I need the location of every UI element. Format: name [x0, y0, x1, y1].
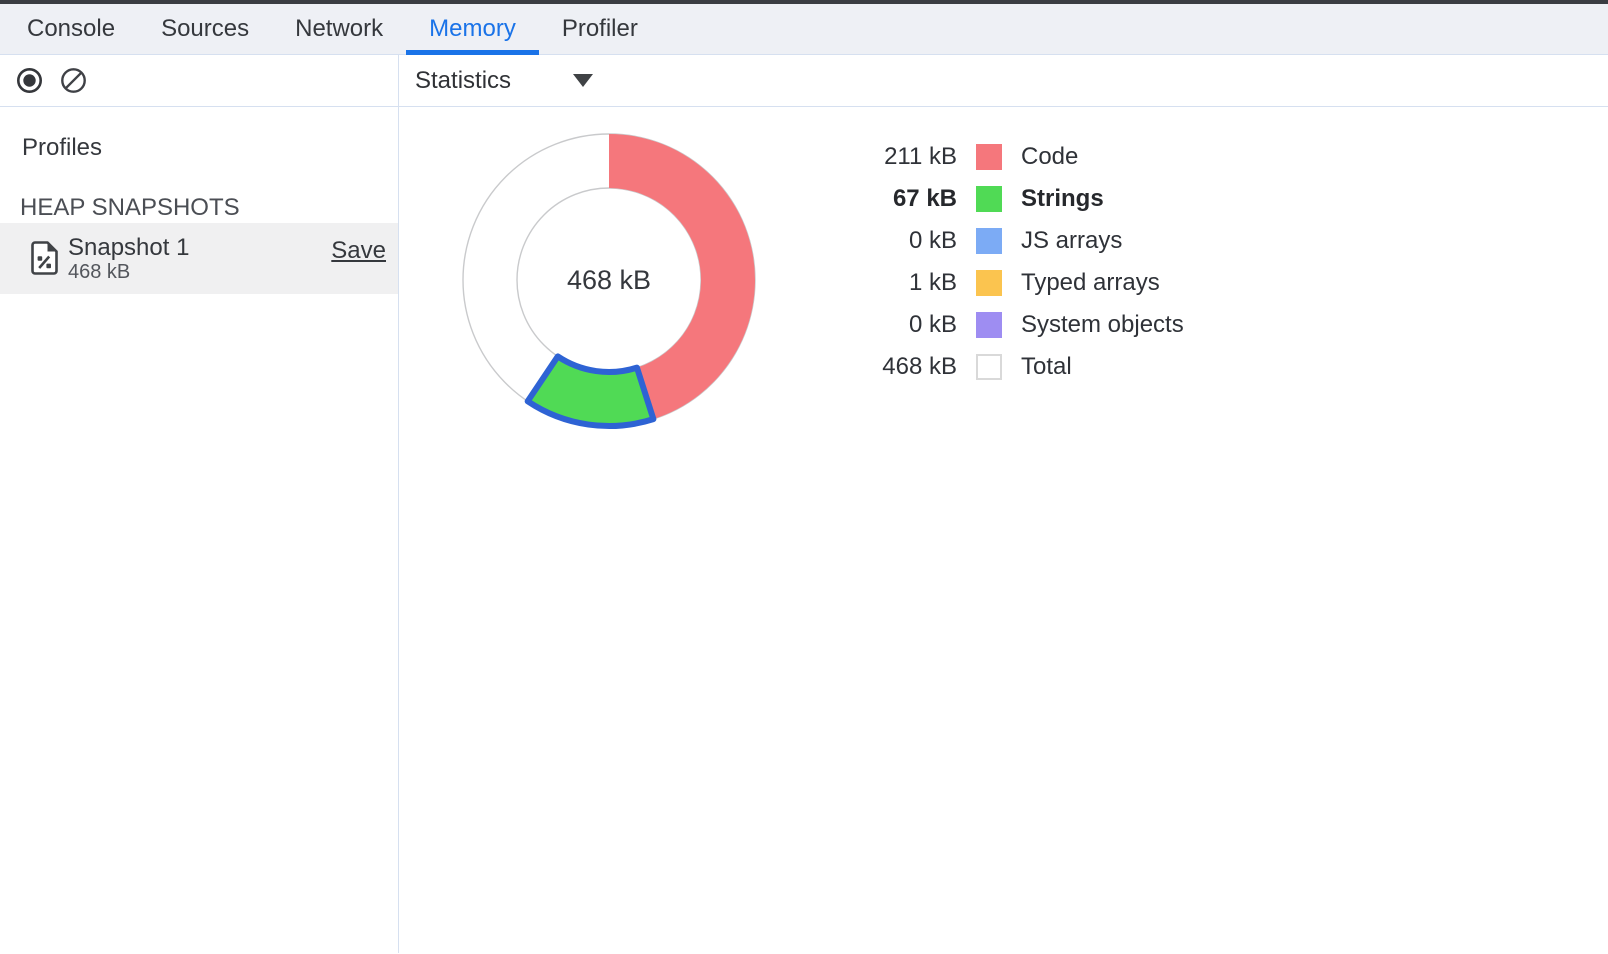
legend-swatch-js-arrays: [976, 228, 1002, 254]
statistics-view: 468 kB 211 kB Code 67 kB Strings 0 kB JS arra…: [399, 107, 1608, 953]
donut-slice-strings[interactable]: [524, 353, 657, 429]
snapshot-size: 468 kB: [68, 261, 131, 283]
legend-swatch-system-objects: [976, 312, 1002, 338]
legend-swatch-code: [976, 144, 1002, 170]
legend-label-js-arrays: JS arrays: [1021, 227, 1123, 254]
memory-view-toolbar: Statistics: [399, 55, 1608, 107]
memory-donut-chart: 468 kB: [459, 130, 759, 430]
tab-console[interactable]: Console: [27, 15, 116, 42]
legend-row-system-objects[interactable]: 0 kB System objects: [877, 311, 1184, 338]
perspective-select[interactable]: Statistics: [399, 66, 594, 95]
record-icon: [17, 68, 42, 93]
legend-label-strings: Strings: [1021, 185, 1104, 212]
legend-value-total: 468 kB: [882, 353, 957, 380]
legend-swatch-typed-arrays: [976, 270, 1002, 296]
legend-value-js-arrays: 0 kB: [908, 227, 957, 254]
donut-slice-code[interactable]: [609, 134, 755, 420]
tab-sources[interactable]: Sources: [161, 15, 250, 42]
legend-row-total[interactable]: 468 kB Total: [877, 353, 1184, 380]
legend-value-system-objects: 0 kB: [908, 311, 957, 338]
legend-swatch-total: [976, 354, 1002, 380]
legend-label-system-objects: System objects: [1021, 311, 1184, 338]
snapshot-save-link[interactable]: Save: [331, 237, 386, 264]
record-heap-snapshot-button[interactable]: [15, 66, 44, 95]
legend-row-js-arrays[interactable]: 0 kB JS arrays: [877, 227, 1184, 254]
profiles-toolbar: [0, 55, 398, 107]
legend-label-code: Code: [1021, 143, 1079, 170]
profiles-title: Profiles: [22, 134, 103, 161]
legend-value-strings: 67 kB: [892, 185, 957, 212]
devtools-tab-bar: Console Sources Network Memory Profiler: [0, 4, 1608, 55]
clear-icon: [61, 68, 86, 93]
legend-swatch-strings: [976, 186, 1002, 212]
legend-row-typed-arrays[interactable]: 1 kB Typed arrays: [877, 269, 1184, 296]
donut-ring-outline: [516, 187, 702, 373]
chart-legend: 211 kB Code 67 kB Strings 0 kB JS arrays 1 kB T…: [877, 143, 1184, 380]
donut-svg[interactable]: [459, 130, 759, 430]
tab-profiler[interactable]: Profiler: [561, 15, 638, 42]
memory-main-pane: Statistics 468 kB 211 kB Code 67 kB Strings…: [399, 55, 1608, 953]
tab-memory[interactable]: Memory: [406, 4, 539, 55]
profiles-sidebar-pane: Profiles HEAP SNAPSHOTS Snapshot 1 468 k…: [0, 55, 399, 953]
legend-label-total: Total: [1021, 353, 1072, 380]
heap-snapshot-icon: [31, 241, 58, 275]
legend-row-strings[interactable]: 67 kB Strings: [877, 185, 1184, 212]
snapshot-title: Snapshot 1: [68, 234, 190, 261]
legend-value-typed-arrays: 1 kB: [908, 269, 957, 296]
window-top-edge: [0, 0, 1608, 4]
legend-label-typed-arrays: Typed arrays: [1021, 269, 1160, 296]
snapshot-info: Snapshot 1 468 kB: [68, 235, 189, 294]
clear-profiles-button[interactable]: [59, 66, 88, 95]
perspective-select-value: Statistics: [415, 66, 512, 94]
profiles-list: Profiles HEAP SNAPSHOTS Snapshot 1 468 k…: [0, 107, 398, 953]
snapshot-list-item[interactable]: Snapshot 1 468 kB Save: [0, 223, 398, 294]
dropdown-caret-icon: [573, 74, 594, 87]
heap-snapshots-section-title: HEAP SNAPSHOTS: [20, 194, 240, 221]
legend-value-code: 211 kB: [884, 143, 957, 170]
tab-network[interactable]: Network: [295, 15, 384, 42]
legend-row-code[interactable]: 211 kB Code: [877, 143, 1184, 170]
